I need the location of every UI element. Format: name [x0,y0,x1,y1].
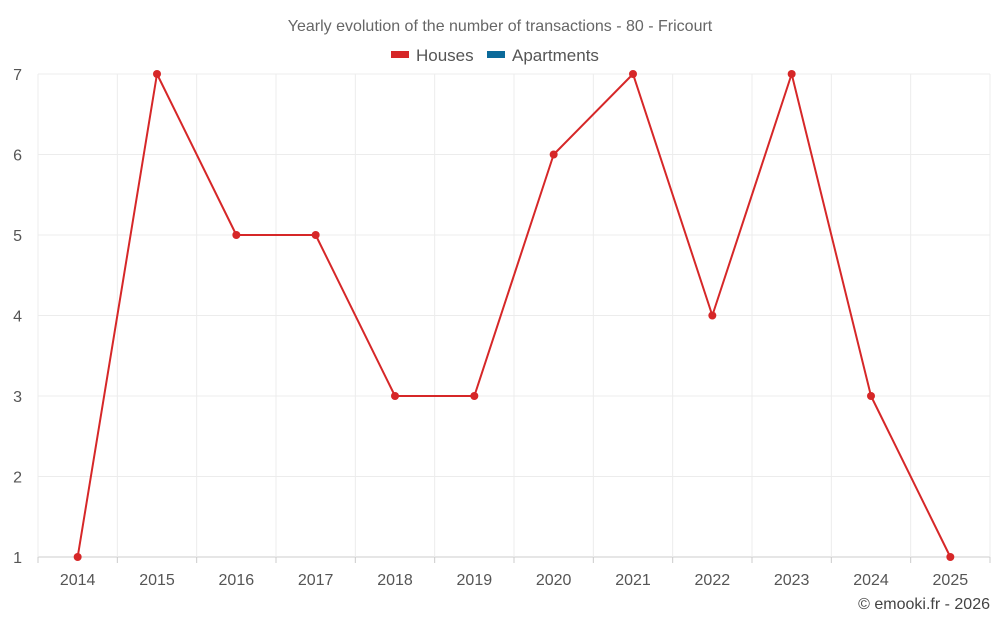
x-tick-label: 2014 [60,572,96,589]
y-tick-label: 2 [13,470,22,487]
y-tick-label: 1 [13,550,22,567]
chart-title: Yearly evolution of the number of transa… [288,18,713,35]
data-point-houses[interactable] [470,392,479,400]
series-houses [73,70,955,561]
data-point-houses[interactable] [629,70,637,78]
x-tick-label: 2019 [457,572,493,589]
legend: Houses Apartments [391,46,599,65]
legend-label-houses[interactable]: Houses [416,46,474,65]
series-line-houses [76,73,952,558]
x-tick-label: 2015 [139,572,175,589]
legend-swatch-apartments[interactable] [487,51,505,58]
y-tick-label: 6 [13,148,22,165]
data-point-houses[interactable] [311,231,320,239]
data-point-houses[interactable] [391,392,399,400]
data-point-houses[interactable] [153,70,161,78]
x-tick-label: 2023 [774,572,810,589]
x-tick-label: 2025 [933,572,969,589]
credit-text: © emooki.fr - 2026 [858,596,990,613]
x-tick-label: 2021 [615,572,651,589]
data-point-houses[interactable] [946,553,955,561]
y-tick-label: 5 [13,228,22,245]
legend-swatch-houses[interactable] [391,51,409,58]
x-tick-label: 2024 [853,572,889,589]
x-tick-label: 2022 [695,572,731,589]
x-tick-label: 2017 [298,572,334,589]
data-point-houses[interactable] [787,70,796,78]
data-point-houses[interactable] [232,231,241,239]
y-tick-label: 7 [13,67,22,84]
x-tick-label: 2018 [377,572,413,589]
data-point-houses[interactable] [73,553,82,561]
y-tick-label: 3 [13,389,22,406]
x-tick-label: 2016 [219,572,255,589]
gridlines [37,73,991,563]
data-point-houses[interactable] [867,392,875,400]
y-axis-ticks: 1 2 3 4 5 6 7 [13,67,22,567]
data-point-houses[interactable] [708,311,717,320]
legend-label-apartments[interactable]: Apartments [512,46,599,65]
x-tick-label: 2020 [536,572,572,589]
data-point-houses[interactable] [549,150,558,159]
x-axis-ticks: 2014 2015 2016 2017 2018 2019 2020 2021 2022 2023… [60,572,968,589]
y-tick-label: 4 [13,309,22,326]
